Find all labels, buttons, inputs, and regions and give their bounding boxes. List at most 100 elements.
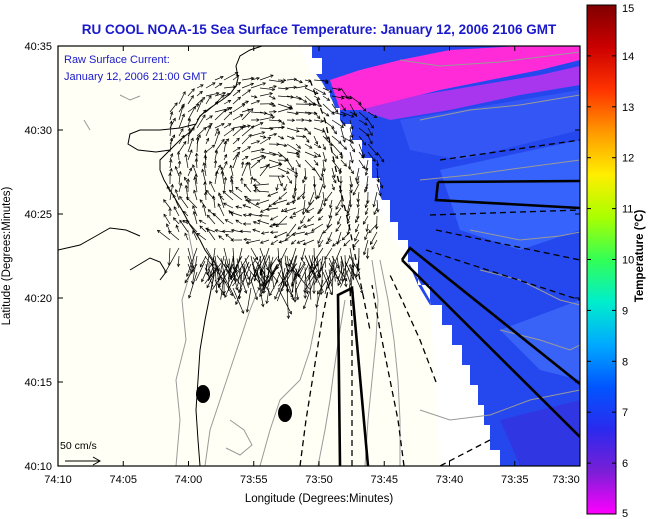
current-vector — [248, 213, 261, 217]
current-vector — [340, 268, 350, 288]
current-vector-head — [356, 204, 360, 208]
current-vector — [297, 263, 306, 277]
current-vector-head — [364, 186, 369, 191]
current-vector — [230, 255, 250, 283]
current-vector — [371, 239, 378, 250]
current-vector — [241, 109, 251, 113]
current-vector — [223, 93, 231, 97]
current-vector — [349, 159, 351, 170]
current-vector — [324, 269, 330, 283]
current-vector — [327, 231, 333, 241]
current-vector — [331, 175, 337, 184]
current-vector-head — [225, 233, 229, 238]
current-vector — [268, 85, 277, 89]
current-vector-head — [211, 144, 216, 148]
current-vector-head — [262, 156, 267, 160]
current-vector-head — [181, 113, 185, 118]
current-vector — [349, 111, 356, 115]
current-vector-head — [278, 163, 283, 167]
current-vector-head — [235, 286, 239, 291]
current-vector — [352, 257, 354, 280]
current-vector-head — [364, 204, 368, 209]
current-vector-head — [259, 293, 263, 298]
current-vector-head — [313, 111, 318, 115]
current-vector — [169, 121, 172, 137]
current-vector-head — [239, 114, 244, 118]
current-vector-head — [369, 132, 373, 137]
current-vector-head — [181, 134, 185, 139]
current-vector-head — [356, 198, 360, 203]
current-vector — [367, 247, 369, 259]
current-vector — [164, 247, 180, 274]
current-vector-head — [337, 282, 341, 287]
current-vector-head — [176, 263, 181, 268]
current-vector — [320, 263, 324, 295]
current-vector — [313, 119, 324, 122]
current-vector-head — [247, 124, 251, 128]
current-vector — [270, 215, 279, 221]
current-vector — [232, 82, 241, 89]
current-vector — [187, 88, 195, 97]
current-vector — [205, 101, 219, 113]
current-vector — [347, 199, 351, 214]
current-vector-head — [343, 146, 348, 150]
current-vector-head — [286, 170, 290, 174]
current-vector — [223, 107, 233, 113]
current-vector — [295, 111, 312, 114]
current-vector — [250, 131, 265, 137]
current-vector — [357, 199, 360, 208]
current-vector-head — [371, 246, 375, 250]
current-vector — [202, 204, 207, 217]
current-vector — [300, 215, 306, 224]
current-vector — [173, 206, 180, 217]
current-vector — [376, 151, 385, 163]
current-vector — [223, 72, 238, 81]
current-vector — [337, 255, 351, 286]
current-vector-head — [220, 75, 224, 80]
current-vector — [178, 141, 187, 153]
current-vector — [276, 183, 279, 191]
current-vector — [348, 261, 354, 291]
current-vector — [215, 229, 225, 233]
current-vector-head — [329, 142, 333, 147]
current-vector — [261, 231, 270, 234]
current-vector — [250, 82, 266, 89]
current-vector — [304, 159, 315, 171]
current-vector — [348, 255, 361, 274]
current-vector-head — [168, 207, 172, 211]
current-vector — [358, 103, 367, 112]
current-vector — [250, 77, 260, 81]
current-vector-head — [190, 137, 194, 142]
sst-warm-band — [330, 46, 580, 110]
current-vector-head — [296, 240, 301, 244]
current-vector-head — [375, 163, 380, 168]
current-vector-head — [197, 134, 201, 138]
current-vector-head — [203, 154, 208, 159]
current-vector — [324, 261, 334, 295]
current-vector — [232, 287, 244, 314]
current-vector-head — [256, 118, 260, 122]
current-vector — [331, 183, 335, 191]
current-vector-head — [247, 200, 251, 204]
y-axis-label: Latitude (Degrees:Minutes) — [1, 186, 13, 325]
current-vector — [176, 225, 180, 233]
current-vector-head — [317, 144, 322, 148]
current-vector — [349, 143, 355, 152]
current-vector — [223, 128, 235, 137]
current-vector — [205, 95, 212, 105]
current-vector-head — [350, 159, 354, 164]
current-vector-head — [330, 125, 335, 129]
current-vector — [173, 217, 180, 225]
current-vector — [313, 260, 326, 286]
current-vector-head — [257, 219, 261, 223]
x-tick-label: 73:35 — [501, 474, 529, 486]
current-vector — [281, 207, 288, 213]
current-vector-head — [206, 214, 211, 219]
current-vector — [286, 223, 297, 237]
current-vector-head — [284, 209, 288, 213]
sst-field — [300, 46, 580, 466]
current-vector-head — [242, 204, 247, 208]
current-vector-head — [228, 189, 233, 194]
current-vector-head — [286, 233, 290, 237]
current-vector-head — [227, 92, 231, 97]
